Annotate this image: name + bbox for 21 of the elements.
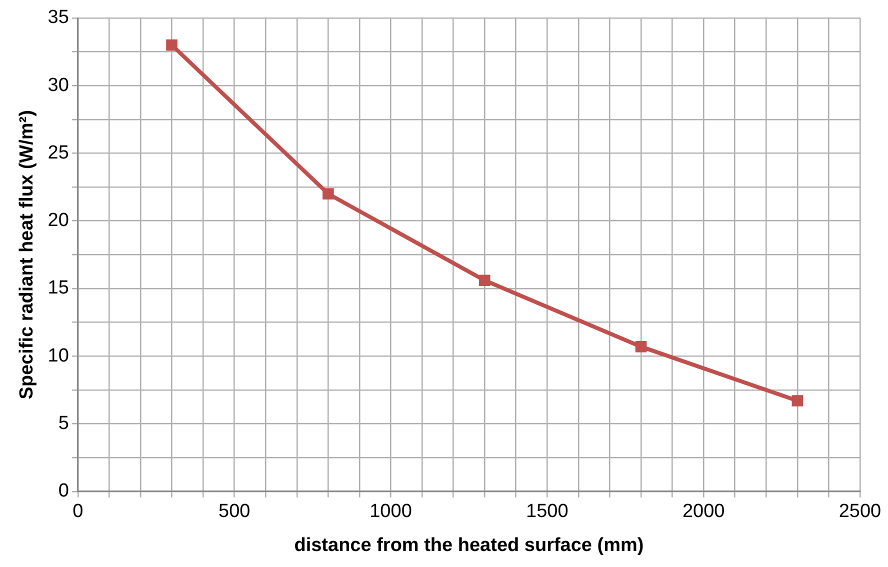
x-tick-label: 2000 [682,501,725,522]
point [792,395,804,406]
x-tick-label: 0 [72,501,84,522]
point [166,39,178,51]
x-tick-label: 2500 [838,501,882,522]
y-tick-label: 5 [58,413,69,434]
x-axis-title: distance from the heated surface (mm) [294,534,644,556]
y-tick-label: 25 [48,142,69,164]
y-tick-label: 35 [48,7,69,28]
x-tick-label: 500 [218,501,250,522]
y-tick-label: 10 [48,345,69,366]
point [635,341,647,352]
y-tick-label: 0 [58,480,69,502]
y-tick-label: 20 [48,210,69,232]
y-tick-label: 30 [48,74,69,96]
point [322,188,334,200]
point [478,274,490,286]
x-tick-label: 1500 [526,501,568,522]
x-tick-label: 1000 [370,501,412,522]
y-axis-title: Specific radiant heat flux (W/m²) [16,110,38,400]
y-tick-label: 15 [48,278,69,299]
